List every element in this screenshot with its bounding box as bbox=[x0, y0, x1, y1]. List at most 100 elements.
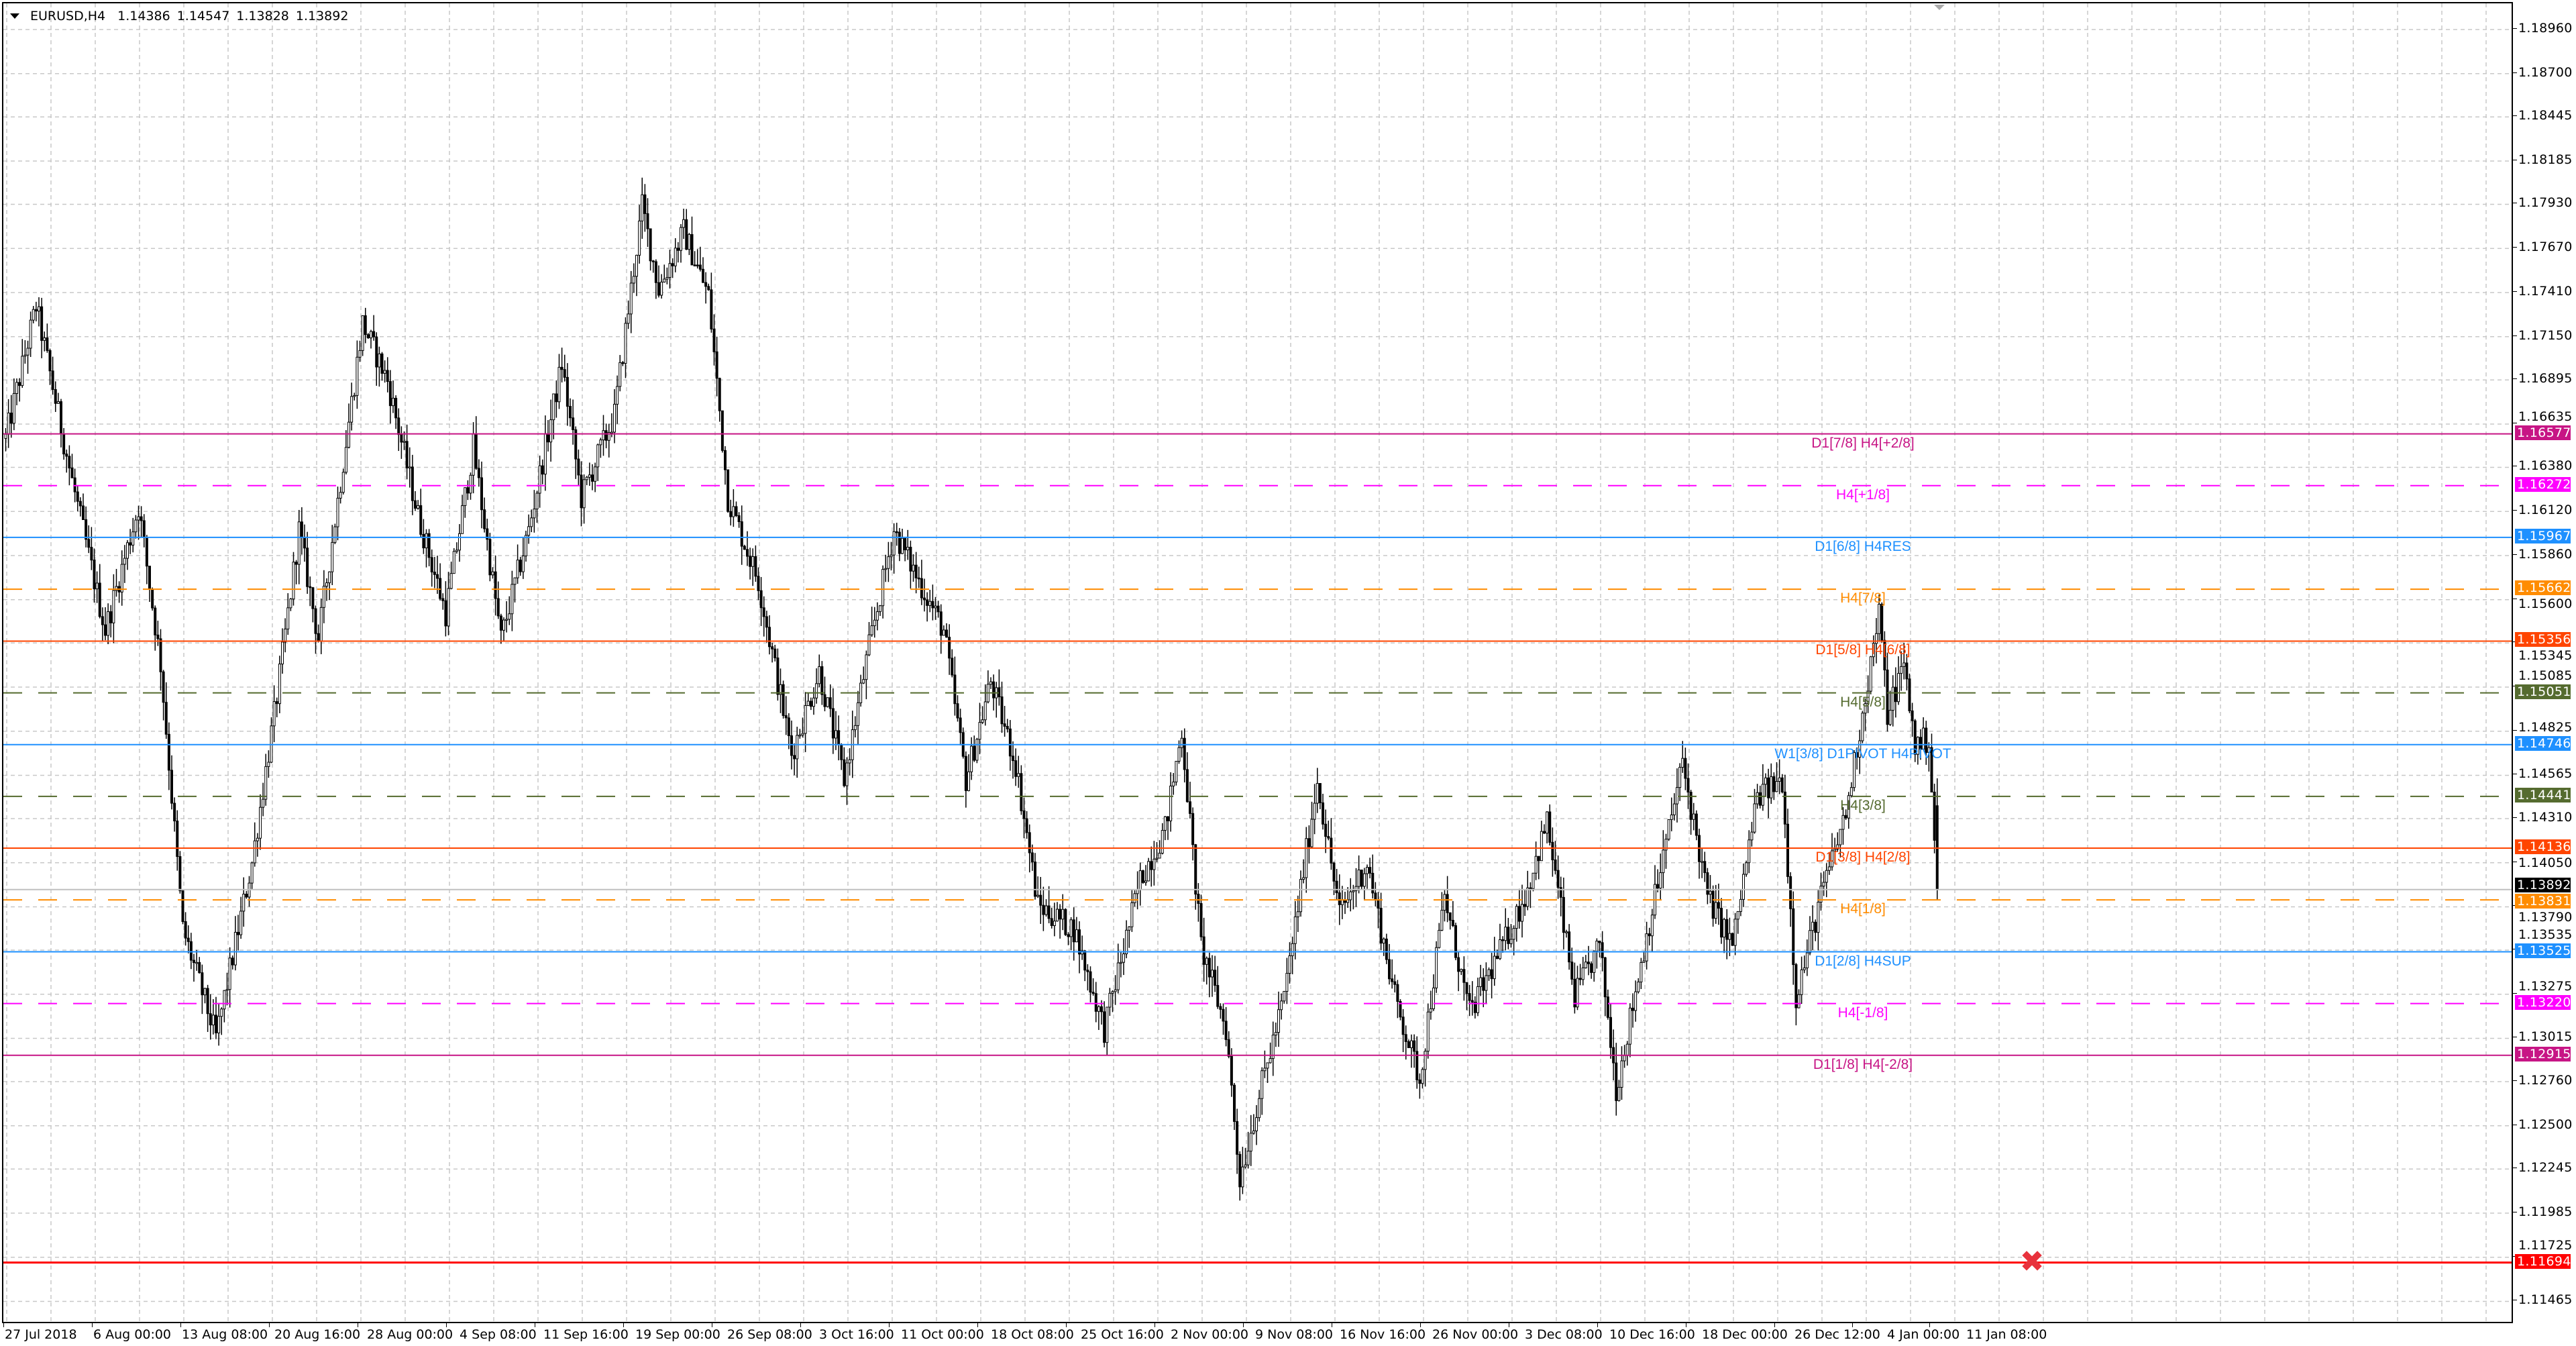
candle-bull bbox=[21, 356, 24, 386]
candle-bear bbox=[1233, 1084, 1236, 1122]
level-label: H4[5/8] bbox=[1840, 694, 1886, 710]
candle-bull bbox=[796, 735, 799, 760]
candle-bull bbox=[1764, 777, 1767, 785]
candle-bear bbox=[917, 577, 920, 580]
candle-bull bbox=[378, 353, 381, 368]
candle-bull bbox=[43, 337, 46, 341]
candle-bear bbox=[466, 487, 470, 494]
time-tick-mark bbox=[3, 1323, 4, 1327]
candle-bull bbox=[1839, 829, 1842, 845]
time-tick-label: 16 Nov 16:00 bbox=[1340, 1327, 1426, 1342]
candle-bear bbox=[400, 434, 403, 443]
candle-bear bbox=[1933, 791, 1936, 841]
candle-bear bbox=[690, 234, 694, 266]
time-axis[interactable]: 27 Jul 2018 6 Aug 00:00 13 Aug 08:00 20 Aug… bbox=[0, 1323, 2513, 1346]
level-label: H4[1/8] bbox=[1840, 901, 1886, 917]
candle-bear bbox=[1711, 890, 1715, 919]
level-price-label: 1.13525 bbox=[2515, 943, 2571, 958]
chart-area[interactable]: EURUSD,H4 1.14386 1.14547 1.13828 1.1389… bbox=[2, 2, 2513, 1323]
candle-bear bbox=[1856, 752, 1859, 758]
candle-bull bbox=[1366, 867, 1368, 874]
candle-bear bbox=[1913, 720, 1917, 755]
level-price-label: 1.14441 bbox=[2515, 787, 2571, 803]
candle-bear bbox=[541, 465, 544, 475]
candle-bear bbox=[60, 401, 62, 435]
candle-bull bbox=[1499, 939, 1501, 960]
candlestick-chart bbox=[3, 3, 2512, 1322]
candle-bear bbox=[18, 382, 21, 386]
candle-bear bbox=[1789, 876, 1792, 909]
candle-bear bbox=[1609, 1017, 1612, 1048]
candle-bear bbox=[275, 701, 278, 705]
candle-bull bbox=[1628, 1007, 1631, 1045]
candle-bear bbox=[176, 821, 179, 858]
candle-bull bbox=[1836, 844, 1839, 850]
price-tick-label: 1.14050 bbox=[2518, 855, 2573, 870]
candle-bull bbox=[1532, 872, 1535, 889]
candle-bear bbox=[1894, 686, 1897, 703]
candle-bull bbox=[1662, 849, 1665, 874]
candle-bear bbox=[1222, 1008, 1225, 1022]
candle-bear bbox=[782, 684, 785, 716]
price-tick-label: 1.15085 bbox=[2518, 668, 2573, 683]
candle-bear bbox=[707, 286, 710, 291]
candle-bull bbox=[4, 433, 7, 439]
time-tick-mark bbox=[92, 1323, 93, 1327]
candle-bear bbox=[1468, 993, 1471, 1001]
candle-bull bbox=[120, 564, 123, 592]
triangle-down-icon[interactable] bbox=[10, 13, 19, 19]
candle-bull bbox=[1440, 910, 1444, 931]
candle-bear bbox=[840, 743, 843, 760]
candle-bear bbox=[768, 627, 771, 648]
candle-bear bbox=[676, 248, 680, 251]
candle-bear bbox=[162, 671, 165, 703]
price-tick-mark bbox=[2513, 817, 2517, 818]
candle-bear bbox=[671, 263, 674, 266]
candle-bear bbox=[1208, 957, 1211, 978]
candle-bear bbox=[1780, 777, 1784, 792]
candle-bull bbox=[1634, 991, 1638, 1011]
candle-bull bbox=[1861, 713, 1864, 741]
candle-bear bbox=[148, 566, 151, 590]
candle-bull bbox=[1800, 969, 1803, 995]
price-axis[interactable]: 1.18960 1.18700 1.18445 1.18185 1.17930 1.176… bbox=[2513, 0, 2576, 1323]
candle-bull bbox=[602, 430, 605, 441]
time-tick-mark bbox=[1851, 1323, 1853, 1327]
candle-bear bbox=[1385, 938, 1388, 960]
candle-bear bbox=[1767, 777, 1770, 798]
chart-shift-marker[interactable] bbox=[1934, 5, 1945, 10]
candle-bull bbox=[1296, 911, 1299, 917]
candle-bull bbox=[1152, 858, 1156, 870]
candle-bear bbox=[1039, 894, 1042, 906]
candle-bear bbox=[787, 717, 790, 737]
candle-bull bbox=[1429, 1008, 1432, 1013]
candle-bear bbox=[1413, 1040, 1416, 1052]
candle-bull bbox=[635, 254, 638, 277]
candle-bear bbox=[419, 505, 423, 535]
candle-bull bbox=[1241, 1166, 1244, 1188]
candle-bear bbox=[828, 697, 832, 709]
candle-bear bbox=[1457, 957, 1460, 972]
bar-close: 1.13892 bbox=[295, 9, 349, 23]
candle-bull bbox=[1106, 1006, 1109, 1043]
time-tick-label: 11 Jan 08:00 bbox=[1966, 1327, 2047, 1342]
candle-bull bbox=[1733, 919, 1737, 946]
close-x-icon[interactable]: ✖ bbox=[2019, 1244, 2045, 1279]
candle-bull bbox=[56, 401, 60, 404]
candle-bear bbox=[547, 433, 549, 443]
candle-bear bbox=[85, 519, 88, 540]
candle-bull bbox=[1362, 873, 1366, 887]
candle-bear bbox=[486, 528, 489, 540]
candle-bull bbox=[339, 492, 342, 499]
level-label: D1[7/8] H4[+2/8] bbox=[1811, 435, 1915, 451]
candle-bear bbox=[737, 515, 741, 523]
candle-bear bbox=[90, 547, 93, 561]
candle-bear bbox=[186, 937, 190, 942]
price-tick-label: 1.11465 bbox=[2518, 1292, 2573, 1308]
candle-bull bbox=[242, 894, 246, 912]
candle-bull bbox=[217, 1016, 221, 1033]
price-tick-label: 1.16120 bbox=[2518, 503, 2573, 518]
candle-bull bbox=[1526, 887, 1529, 907]
candle-bull bbox=[674, 248, 677, 266]
bid-price-label: 1.13892 bbox=[2515, 878, 2571, 893]
